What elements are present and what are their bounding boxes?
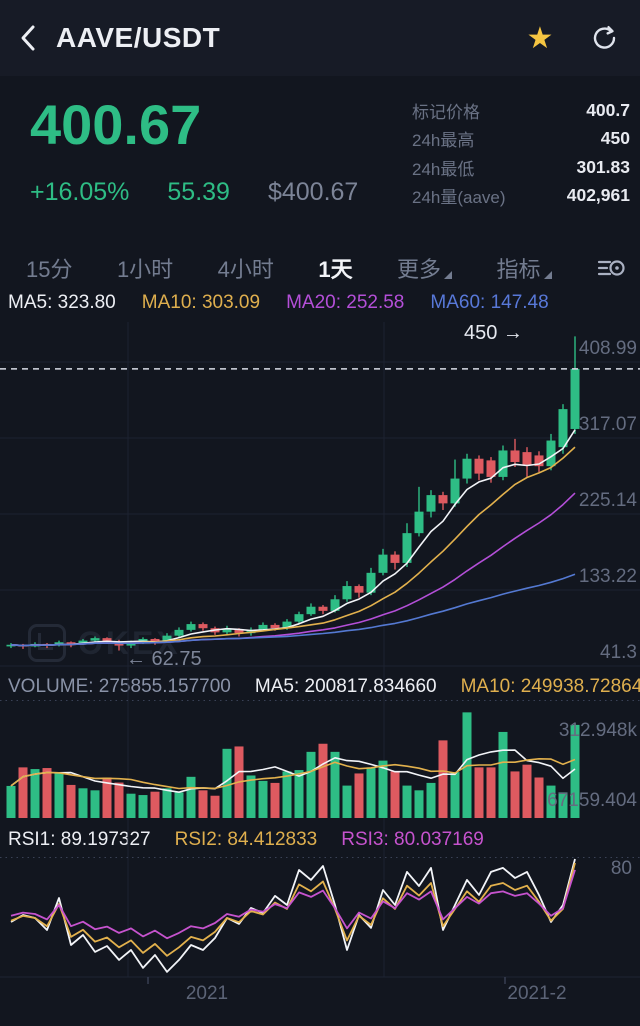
stat-value: 402,961	[566, 185, 630, 206]
stat-row-24h-volume: 24h量(aave) 402,961	[412, 182, 630, 211]
price-change-row: +16.05% 55.39 $400.67	[30, 178, 358, 207]
chart-settings-icon	[597, 260, 625, 276]
back-button[interactable]	[0, 0, 56, 76]
time-axis-label: 2021	[185, 983, 229, 1004]
chart-settings-button[interactable]	[596, 255, 626, 281]
tab-1hour[interactable]: 1小时	[116, 257, 174, 282]
tab-1day[interactable]: 1天	[318, 257, 353, 282]
volume-axis-max: 312.948k	[558, 720, 637, 741]
back-chevron-icon	[21, 25, 35, 51]
volume-indicator-row: VOLUME: 275855.157700 MA5: 200817.834660…	[8, 676, 640, 698]
stat-label: 24h最高	[412, 131, 475, 151]
rsi3-label: RSI3: 80.037169	[341, 829, 484, 850]
stat-label: 标记价格	[412, 102, 480, 122]
change-absolute: 55.39	[167, 178, 230, 206]
price-axis-label: 408.99	[578, 338, 637, 359]
price-axis-label: 41.3	[600, 642, 637, 663]
ma5-label: MA5: 323.80	[8, 292, 116, 313]
timeframe-tabbar: 15分 1小时 4小时 1天 更多 指标	[0, 246, 640, 290]
stat-row-24h-high: 24h最高 450	[412, 125, 630, 154]
price-axis-label: 133.22	[578, 566, 637, 587]
volume-axis-min: 67159.404	[547, 790, 637, 811]
stat-label: 24h最低	[412, 159, 475, 179]
favorite-star-icon[interactable]: ★	[526, 21, 554, 55]
stat-row-24h-low: 24h最低 301.83	[412, 153, 630, 182]
okex-logo-icon	[28, 624, 66, 662]
volume-label: VOLUME: 275855.157700	[8, 676, 231, 697]
volume-ma10-label: MA10: 249938.728640	[460, 676, 640, 697]
refresh-button[interactable]	[570, 24, 640, 52]
tab-4hour[interactable]: 4小时	[217, 257, 274, 282]
stat-value: 301.83	[576, 156, 630, 177]
rsi-indicator-row: RSI1: 89.197327 RSI2: 84.412833 RSI3: 80…	[8, 829, 484, 851]
rsi1-label: RSI1: 89.197327	[8, 829, 151, 850]
caret-down-icon	[543, 271, 552, 279]
tab-indicators-dropdown[interactable]: 指标	[497, 252, 552, 284]
volume-ma5-label: MA5: 200817.834660	[254, 676, 437, 697]
caret-down-icon	[444, 271, 453, 279]
ma20-label: MA20: 252.58	[286, 292, 405, 313]
ma60-label: MA60: 147.48	[430, 292, 549, 313]
tab-more-dropdown[interactable]: 更多	[397, 252, 453, 284]
last-price: 400.67	[30, 93, 202, 156]
rsi2-label: RSI2: 84.412833	[174, 829, 318, 850]
ma10-label: MA10: 303.09	[141, 292, 261, 313]
page-title: AAVE/USDT	[56, 22, 221, 53]
price-axis-label: 317.07	[578, 414, 637, 435]
ma-indicator-row: MA5: 323.80 MA10: 303.09 MA20: 252.58 MA…	[8, 292, 549, 314]
change-percent: +16.05%	[30, 178, 130, 206]
rsi-axis-80: 80	[610, 858, 632, 879]
fiat-price: $400.67	[267, 178, 359, 206]
refresh-icon	[593, 26, 616, 49]
stat-row-mark-price: 标记价格 400.7	[412, 96, 630, 125]
high-price-annotation: 450 →	[464, 322, 523, 344]
header-bar: AAVE/USDT ★	[0, 0, 640, 76]
stat-value: 450	[600, 128, 630, 149]
time-axis-label: 2021-2	[507, 983, 567, 1004]
stat-label: 24h量(aave)	[412, 188, 506, 208]
stats-panel: 标记价格 400.7 24h最高 450 24h最低 301.83 24h量(a…	[412, 96, 630, 210]
tab-15min[interactable]: 15分	[26, 257, 73, 282]
stat-value: 400.7	[586, 99, 630, 120]
low-price-annotation: ← 62.75	[126, 648, 202, 670]
price-axis-label: 225.14	[578, 490, 637, 511]
